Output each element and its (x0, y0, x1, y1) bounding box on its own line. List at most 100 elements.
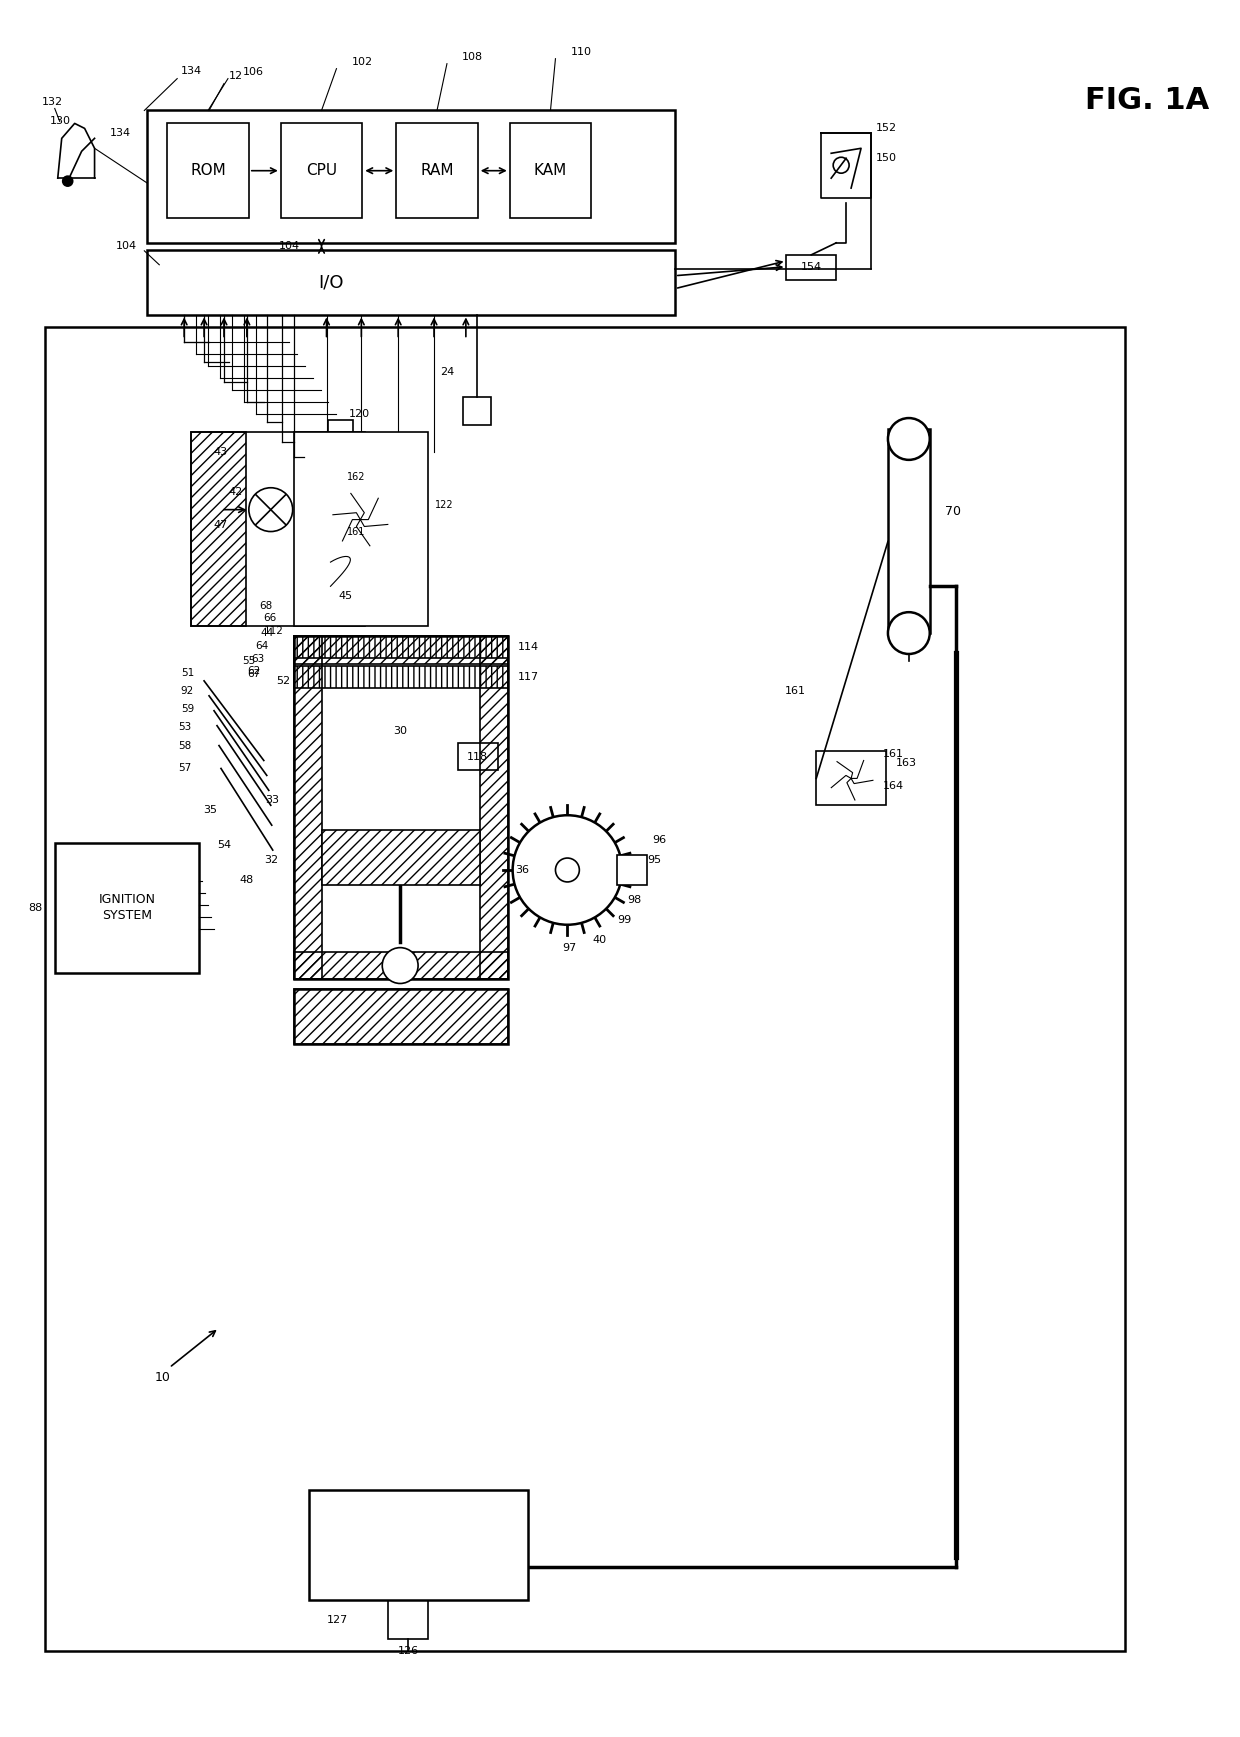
Text: 68: 68 (259, 601, 273, 611)
Text: 36: 36 (516, 865, 529, 875)
Bar (167, 123, 249, 217)
Bar (397, 123, 477, 217)
Bar (294, 636, 321, 980)
Text: 30: 30 (393, 726, 407, 736)
Text: 117: 117 (517, 672, 538, 683)
Text: 52: 52 (277, 676, 290, 686)
Circle shape (382, 948, 418, 983)
Text: 64: 64 (255, 641, 269, 651)
Bar (148, 250, 675, 314)
Bar (294, 433, 428, 625)
Text: 67: 67 (247, 669, 260, 679)
Text: 55: 55 (242, 657, 255, 665)
Bar (191, 433, 246, 625)
Bar (191, 433, 366, 625)
Text: 106: 106 (243, 66, 264, 76)
Text: 164: 164 (883, 782, 904, 792)
Text: 118: 118 (467, 752, 489, 761)
Text: 40: 40 (593, 935, 606, 945)
Text: 134: 134 (181, 66, 202, 76)
Text: 96: 96 (652, 835, 666, 846)
Bar (388, 1600, 428, 1640)
Text: 120: 120 (348, 410, 370, 419)
Text: I/O: I/O (319, 273, 345, 292)
Bar (280, 123, 362, 217)
Text: 88: 88 (29, 903, 43, 914)
Text: 97: 97 (563, 943, 577, 952)
Text: 58: 58 (177, 740, 191, 750)
Text: 152: 152 (875, 123, 897, 134)
Text: 62: 62 (248, 665, 260, 676)
Circle shape (63, 175, 73, 186)
Bar (294, 636, 507, 658)
Text: 163: 163 (895, 759, 916, 768)
Bar (148, 111, 675, 243)
Text: 12: 12 (229, 71, 243, 80)
Bar (294, 990, 507, 1044)
Bar (386, 450, 420, 505)
Circle shape (556, 858, 579, 882)
Text: 150: 150 (875, 153, 897, 163)
Text: 24: 24 (440, 367, 454, 377)
Bar (888, 429, 930, 632)
Bar (55, 842, 200, 973)
Bar (309, 1490, 527, 1600)
Bar (816, 750, 885, 806)
Bar (480, 636, 507, 980)
Text: 57: 57 (177, 764, 191, 773)
Text: 108: 108 (461, 52, 484, 63)
Bar (618, 855, 647, 884)
Bar (294, 636, 507, 980)
Text: KAM: KAM (534, 163, 567, 179)
Text: 43: 43 (215, 446, 228, 457)
Text: 161: 161 (785, 686, 806, 697)
Text: 132: 132 (42, 97, 63, 106)
Text: 112: 112 (264, 625, 284, 636)
Text: 110: 110 (570, 47, 591, 57)
Text: 63: 63 (252, 653, 265, 664)
Text: 47: 47 (213, 519, 228, 530)
Text: 51: 51 (181, 669, 195, 677)
Text: 99: 99 (618, 915, 631, 924)
Text: 54: 54 (217, 841, 231, 849)
Bar (294, 990, 507, 1044)
Circle shape (888, 419, 930, 460)
Bar (321, 830, 480, 884)
Circle shape (888, 611, 930, 655)
Text: 127: 127 (327, 1615, 348, 1624)
Text: CPU: CPU (306, 163, 337, 179)
Circle shape (512, 815, 622, 924)
Text: 33: 33 (264, 796, 279, 806)
Text: 122: 122 (435, 500, 454, 509)
Bar (294, 952, 507, 980)
Text: 32: 32 (264, 855, 279, 865)
Text: 48: 48 (239, 875, 254, 884)
Text: 92: 92 (181, 686, 195, 697)
Text: IGNITION: IGNITION (98, 893, 155, 907)
Bar (294, 636, 507, 664)
Text: 134: 134 (109, 129, 130, 139)
Text: 95: 95 (647, 855, 661, 865)
Text: 154: 154 (801, 262, 822, 271)
Text: 66: 66 (263, 613, 277, 624)
Text: RAM: RAM (420, 163, 454, 179)
Text: 161: 161 (883, 749, 904, 759)
Text: SYSTEM: SYSTEM (102, 908, 153, 922)
Text: 45: 45 (339, 591, 352, 601)
Bar (786, 255, 836, 280)
Text: 10: 10 (154, 1370, 170, 1384)
Text: 44: 44 (260, 629, 274, 637)
Text: 102: 102 (351, 57, 372, 66)
Text: 104: 104 (117, 241, 138, 250)
Bar (386, 505, 420, 559)
Bar (45, 328, 1125, 1652)
Text: 161: 161 (347, 526, 366, 537)
Bar (294, 665, 507, 688)
Text: 126: 126 (398, 1647, 419, 1657)
Bar (510, 123, 591, 217)
Bar (329, 420, 353, 441)
Text: 162: 162 (347, 472, 366, 483)
Text: FIG. 1A: FIG. 1A (1085, 87, 1209, 115)
Text: 53: 53 (177, 721, 191, 731)
Text: 130: 130 (50, 116, 71, 127)
